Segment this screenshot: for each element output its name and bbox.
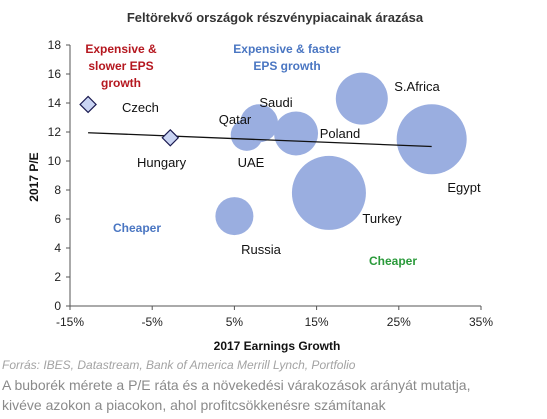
point-label-uae: UAE: [238, 155, 265, 170]
annotation-text: Cheaper: [369, 254, 417, 268]
label-layer: Russia Turkey UAE Qatar Saudi Poland S.Africa E…: [122, 79, 481, 257]
point-label-russia: Russia: [241, 242, 282, 257]
y-tick-label: 0: [54, 299, 61, 313]
x-tick-label: 5%: [226, 315, 244, 329]
note-line-1: A buborék mérete a P/E ráta és a növeked…: [2, 377, 471, 393]
note-line-2: kivéve azokon a piacokon, ahol profitcsö…: [2, 397, 386, 413]
x-tick-label: 35%: [469, 315, 493, 329]
x-axis-label: 2017 Earnings Growth: [214, 339, 341, 353]
marker-czech: [79, 95, 97, 114]
bubble-turkey: [291, 155, 366, 230]
bubble-poland: [335, 72, 388, 125]
point-label-safrica: S.Africa: [394, 79, 440, 94]
point-label-poland: Poland: [320, 126, 360, 141]
annotation-text: EPS growth: [253, 59, 320, 73]
trendline: [88, 132, 432, 148]
y-tick-label: 6: [54, 212, 61, 226]
y-tick-label: 10: [48, 154, 62, 168]
x-tick-label: -5%: [142, 315, 164, 329]
y-tick-label: 16: [48, 67, 62, 81]
y-tick-label: 12: [48, 125, 62, 139]
point-label-czech: Czech: [122, 100, 159, 115]
axes: 0 2 4 6 8 10 12 14 16 18 -15% -5% 5% 15% 25% 35%: [48, 38, 494, 329]
bubble-layer: [215, 72, 467, 236]
annotation-text: Cheaper: [113, 221, 161, 235]
y-tick-label: 2: [54, 270, 61, 284]
y-tick-label: 14: [48, 96, 62, 110]
bubble-qatar: [240, 104, 279, 143]
y-tick-label: 8: [54, 183, 61, 197]
annotation-text: Expensive &: [85, 42, 157, 56]
bubble-russia: [215, 197, 254, 236]
point-label-saudi: Saudi: [259, 95, 292, 110]
marker-hungary: [161, 128, 180, 147]
source-caption: Forrás: IBES, Datastream, Bank of Americ…: [2, 358, 356, 372]
x-tick-label: 25%: [387, 315, 411, 329]
point-label-turkey: Turkey: [362, 211, 402, 226]
annotation-text: Expensive & faster: [233, 42, 341, 56]
annotation-layer: Expensive & slower EPS growth Expensive & f…: [85, 42, 417, 268]
trendline-layer: [88, 132, 432, 148]
annotation-text: growth: [101, 76, 141, 90]
bubble-safrica: [396, 104, 467, 175]
point-label-hungary: Hungary: [137, 155, 187, 170]
y-tick-label: 18: [48, 38, 62, 52]
y-axis-label: 2017 P/E: [27, 152, 41, 201]
y-tick-label: 4: [54, 241, 61, 255]
x-tick-label: -15%: [56, 315, 84, 329]
chart-title: Feltörekvő országok részvénypiacainak ár…: [127, 10, 424, 25]
bubble-chart: Feltörekvő országok részvénypiacainak ár…: [27, 10, 494, 353]
bubble-saudi: [274, 111, 319, 156]
annotation-text: slower EPS: [88, 59, 153, 73]
x-tick-label: 15%: [305, 315, 329, 329]
point-label-egypt: Egypt: [447, 180, 481, 195]
marker-layer: [79, 95, 180, 147]
point-label-qatar: Qatar: [219, 112, 252, 127]
